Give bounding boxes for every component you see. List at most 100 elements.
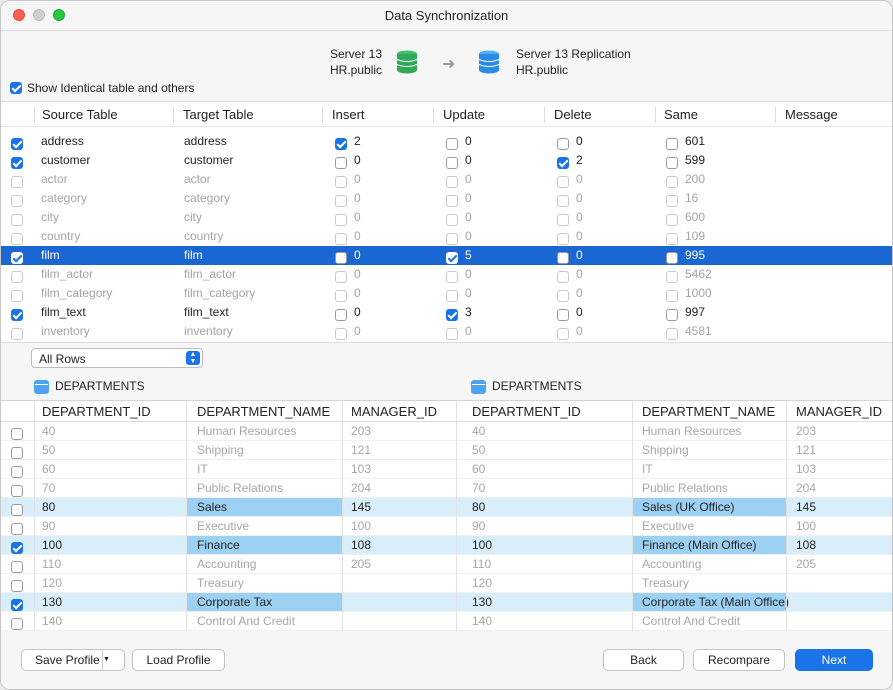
row-select-checkbox[interactable] xyxy=(11,327,23,340)
table-row[interactable]: 70 Public Relations 204 70 Public Relations 2… xyxy=(1,479,892,498)
row-sync-checkbox[interactable] xyxy=(11,522,23,535)
row-sync-checkbox[interactable] xyxy=(11,598,23,611)
row-select-checkbox[interactable] xyxy=(11,251,23,264)
load-profile-button[interactable]: Load Profile xyxy=(132,649,225,671)
table-row[interactable]: category category 0 0 0 16 xyxy=(1,189,892,208)
update-checkbox[interactable] xyxy=(446,327,458,340)
table-row[interactable]: 80 Sales 145 80 Sales (UK Office) 145 xyxy=(1,498,892,517)
table-row[interactable]: 50 Shipping 121 50 Shipping 121 xyxy=(1,441,892,460)
same-checkbox[interactable] xyxy=(666,156,678,169)
row-select-checkbox[interactable] xyxy=(11,308,23,321)
table-row[interactable]: film film 0 5 0 995 xyxy=(1,246,892,265)
delete-checkbox[interactable] xyxy=(557,308,569,321)
same-checkbox[interactable] xyxy=(666,308,678,321)
insert-checkbox[interactable] xyxy=(335,308,347,321)
left-col-department-id[interactable]: DEPARTMENT_ID xyxy=(42,404,151,419)
same-checkbox[interactable] xyxy=(666,270,678,283)
insert-checkbox[interactable] xyxy=(335,327,347,340)
row-sync-checkbox[interactable] xyxy=(11,503,23,516)
col-message[interactable]: Message xyxy=(785,107,838,122)
zoom-window-button[interactable] xyxy=(53,9,65,21)
next-button[interactable]: Next xyxy=(795,649,873,671)
delete-checkbox[interactable] xyxy=(557,327,569,340)
row-sync-checkbox[interactable] xyxy=(11,465,23,478)
update-checkbox[interactable] xyxy=(446,213,458,226)
same-checkbox[interactable] xyxy=(666,289,678,302)
row-sync-checkbox[interactable] xyxy=(11,617,23,630)
col-source-table[interactable]: Source Table xyxy=(42,107,118,122)
same-checkbox[interactable] xyxy=(666,175,678,188)
delete-checkbox[interactable] xyxy=(557,232,569,245)
row-select-checkbox[interactable] xyxy=(11,232,23,245)
col-update[interactable]: Update xyxy=(443,107,485,122)
col-same[interactable]: Same xyxy=(664,107,698,122)
insert-checkbox[interactable] xyxy=(335,156,347,169)
update-checkbox[interactable] xyxy=(446,289,458,302)
delete-checkbox[interactable] xyxy=(557,213,569,226)
delete-checkbox[interactable] xyxy=(557,194,569,207)
table-row[interactable]: 130 Corporate Tax 130 Corporate Tax (Main O… xyxy=(1,593,892,612)
left-col-department-name[interactable]: DEPARTMENT_NAME xyxy=(197,404,331,419)
row-select-checkbox[interactable] xyxy=(11,289,23,302)
insert-checkbox[interactable] xyxy=(335,175,347,188)
row-sync-checkbox[interactable] xyxy=(11,446,23,459)
right-col-manager-id[interactable]: MANAGER_ID xyxy=(796,404,882,419)
row-select-checkbox[interactable] xyxy=(11,137,23,150)
table-row[interactable]: 140 Control And Credit 140 Control And Cred… xyxy=(1,612,892,631)
same-checkbox[interactable] xyxy=(666,213,678,226)
chevron-down-icon[interactable]: ▼ xyxy=(102,650,124,670)
show-identical-checkbox[interactable] xyxy=(10,81,22,94)
delete-checkbox[interactable] xyxy=(557,175,569,188)
insert-checkbox[interactable] xyxy=(335,289,347,302)
insert-checkbox[interactable] xyxy=(335,232,347,245)
row-sync-checkbox[interactable] xyxy=(11,541,23,554)
delete-checkbox[interactable] xyxy=(557,137,569,150)
update-checkbox[interactable] xyxy=(446,137,458,150)
table-row[interactable]: 60 IT 103 60 IT 103 xyxy=(1,460,892,479)
delete-checkbox[interactable] xyxy=(557,289,569,302)
row-select-checkbox[interactable] xyxy=(11,270,23,283)
insert-checkbox[interactable] xyxy=(335,251,347,264)
table-row[interactable]: 40 Human Resources 203 40 Human Resources 203 xyxy=(1,422,892,441)
update-checkbox[interactable] xyxy=(446,194,458,207)
row-select-checkbox[interactable] xyxy=(11,213,23,226)
delete-checkbox[interactable] xyxy=(557,251,569,264)
same-checkbox[interactable] xyxy=(666,327,678,340)
show-identical-toggle[interactable]: Show Identical table and others xyxy=(10,80,194,95)
row-select-checkbox[interactable] xyxy=(11,194,23,207)
close-window-button[interactable] xyxy=(13,9,25,21)
same-checkbox[interactable] xyxy=(666,137,678,150)
row-sync-checkbox[interactable] xyxy=(11,560,23,573)
right-col-department-id[interactable]: DEPARTMENT_ID xyxy=(472,404,581,419)
table-row[interactable]: 100 Finance 108 100 Finance (Main Office) 108 xyxy=(1,536,892,555)
insert-checkbox[interactable] xyxy=(335,194,347,207)
insert-checkbox[interactable] xyxy=(335,213,347,226)
insert-checkbox[interactable] xyxy=(335,137,347,150)
insert-checkbox[interactable] xyxy=(335,270,347,283)
table-row[interactable]: 110 Accounting 205 110 Accounting 205 xyxy=(1,555,892,574)
col-target-table[interactable]: Target Table xyxy=(183,107,254,122)
update-checkbox[interactable] xyxy=(446,232,458,245)
minimize-window-button[interactable] xyxy=(33,9,45,21)
table-row[interactable]: address address 2 0 0 601 xyxy=(1,132,892,151)
col-delete[interactable]: Delete xyxy=(554,107,592,122)
update-checkbox[interactable] xyxy=(446,156,458,169)
table-row[interactable]: film_text film_text 0 3 0 997 xyxy=(1,303,892,322)
update-checkbox[interactable] xyxy=(446,308,458,321)
rows-filter-select[interactable]: All Rows ▲ ▼ xyxy=(31,348,203,368)
table-row[interactable]: customer customer 0 0 2 599 xyxy=(1,151,892,170)
row-sync-checkbox[interactable] xyxy=(11,484,23,497)
save-profile-button[interactable]: Save Profile ▼ xyxy=(21,649,125,671)
table-row[interactable]: 120 Treasury 120 Treasury xyxy=(1,574,892,593)
row-select-checkbox[interactable] xyxy=(11,156,23,169)
left-col-manager-id[interactable]: MANAGER_ID xyxy=(351,404,437,419)
back-button[interactable]: Back xyxy=(603,649,684,671)
table-row[interactable]: actor actor 0 0 0 200 xyxy=(1,170,892,189)
same-checkbox[interactable] xyxy=(666,251,678,264)
delete-checkbox[interactable] xyxy=(557,156,569,169)
update-checkbox[interactable] xyxy=(446,251,458,264)
same-checkbox[interactable] xyxy=(666,232,678,245)
table-row[interactable]: film_actor film_actor 0 0 0 5462 xyxy=(1,265,892,284)
table-row[interactable]: city city 0 0 0 600 xyxy=(1,208,892,227)
col-insert[interactable]: Insert xyxy=(332,107,365,122)
